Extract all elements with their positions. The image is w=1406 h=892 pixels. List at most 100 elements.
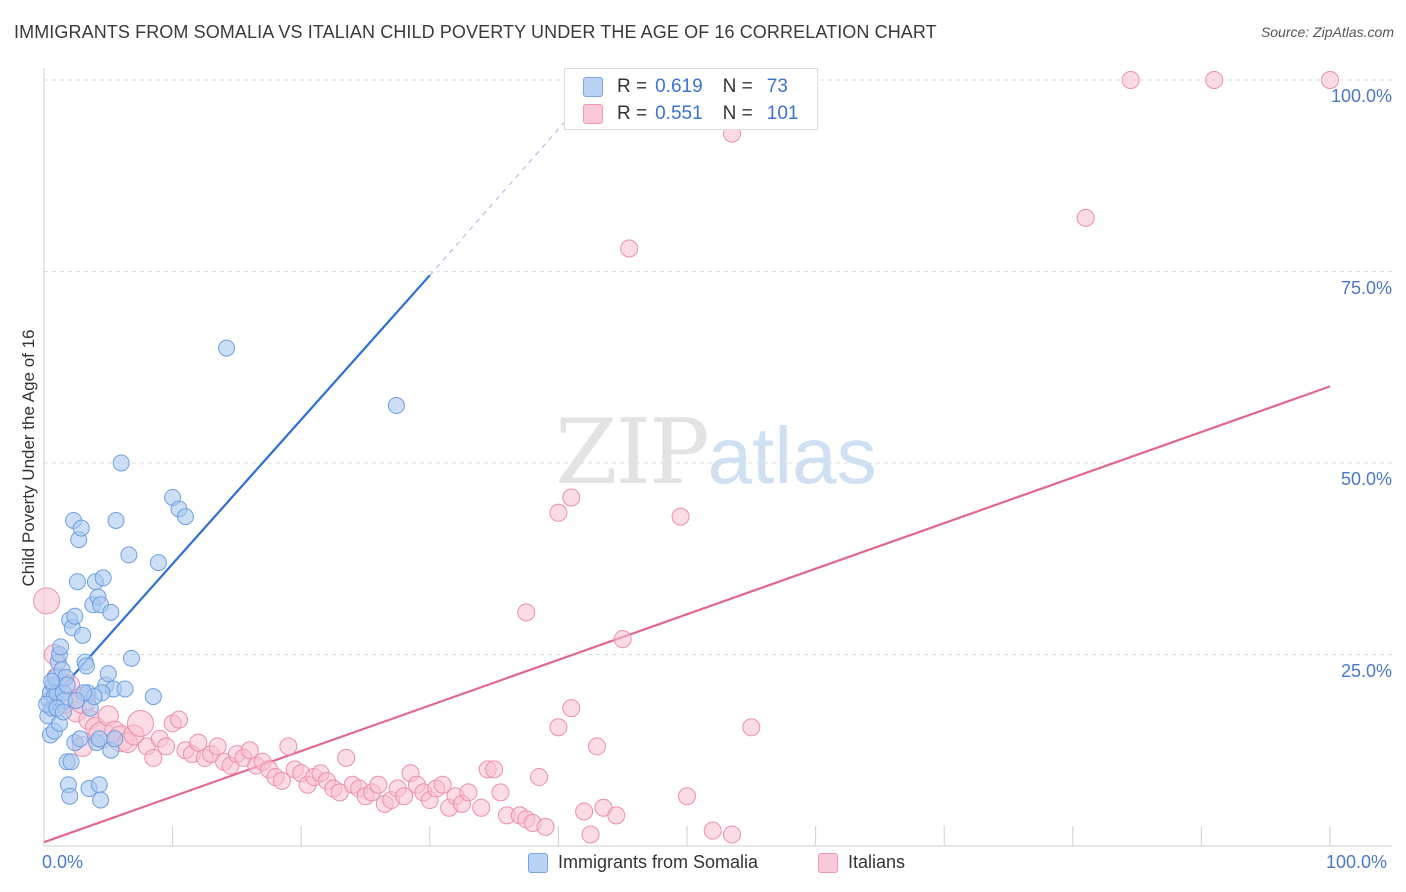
italians-point bbox=[459, 783, 478, 802]
italians-point bbox=[369, 775, 388, 794]
somalia-point bbox=[61, 787, 79, 805]
italians-point bbox=[485, 760, 504, 779]
chart-title: IMMIGRANTS FROM SOMALIA VS ITALIAN CHILD… bbox=[14, 22, 937, 42]
somalia-point bbox=[77, 657, 95, 675]
italians-point bbox=[607, 806, 626, 825]
somalia-swatch bbox=[583, 77, 603, 97]
somalia-point bbox=[58, 676, 76, 694]
italians-swatch bbox=[818, 852, 838, 873]
y-axis-label: Child Poverty Under the Age of 16 bbox=[19, 329, 38, 587]
italians-point bbox=[536, 817, 555, 836]
italians-point bbox=[189, 733, 208, 752]
y-tick-label-50: 50.0% bbox=[1340, 469, 1392, 489]
italians-point bbox=[742, 718, 761, 737]
somalia-trend-extension bbox=[429, 114, 572, 276]
italians-point bbox=[575, 802, 594, 821]
italians-point bbox=[1205, 71, 1224, 89]
italians-points bbox=[33, 71, 1339, 844]
italians-point bbox=[170, 710, 189, 729]
legend-row-somalia: R = 0.619 N = 73 bbox=[583, 74, 788, 100]
italians-point bbox=[549, 718, 568, 737]
italians-point bbox=[562, 699, 581, 718]
italians-point bbox=[157, 737, 176, 756]
somalia-point bbox=[68, 573, 86, 591]
watermark-zip: ZIP bbox=[555, 400, 710, 505]
italians-point bbox=[240, 741, 259, 760]
italians-point bbox=[1076, 208, 1095, 227]
somalia-point bbox=[72, 519, 90, 537]
italians-point bbox=[517, 603, 536, 622]
italians-point bbox=[587, 737, 606, 756]
somalia-point bbox=[71, 730, 89, 748]
somalia-point bbox=[122, 649, 140, 667]
y-tick-label-25: 25.0% bbox=[1340, 660, 1392, 681]
italians-point bbox=[620, 239, 639, 258]
legend-label: Italians bbox=[848, 852, 906, 872]
italians-point bbox=[144, 748, 163, 767]
axes bbox=[43, 68, 1392, 847]
trend-lines bbox=[43, 114, 1331, 844]
y-tick-label-100: 100.0% bbox=[1330, 86, 1392, 106]
italians-point bbox=[562, 488, 581, 507]
italians-point bbox=[337, 748, 356, 767]
somalia-point bbox=[74, 626, 92, 644]
italians-point bbox=[33, 587, 61, 615]
somalia-point bbox=[176, 508, 194, 526]
italians-point bbox=[703, 821, 722, 840]
italians-point bbox=[279, 737, 298, 756]
italians-point bbox=[472, 798, 491, 817]
gridlines bbox=[44, 79, 1392, 655]
italians-point bbox=[530, 768, 549, 787]
y-tick-label-75: 75.0% bbox=[1340, 277, 1392, 298]
r-value: 0.551 bbox=[655, 103, 703, 124]
somalia-point bbox=[107, 511, 125, 529]
n-label: N = bbox=[722, 103, 753, 124]
italians-swatch bbox=[583, 104, 603, 124]
somalia-point bbox=[92, 791, 110, 809]
somalia-point bbox=[218, 339, 236, 357]
somalia-point bbox=[67, 691, 85, 709]
n-value: 101 bbox=[766, 103, 799, 124]
x-tick-label-min: 0.0% bbox=[42, 852, 84, 872]
somalia-point bbox=[99, 665, 117, 683]
legend-row-italians: R = 0.551 N = 101 bbox=[583, 101, 798, 127]
legend-item-italians: Italians bbox=[818, 852, 905, 873]
somalia-trend-line bbox=[43, 274, 431, 709]
somalia-point bbox=[112, 454, 130, 472]
legend-item-somalia: Immigrants from Somalia bbox=[528, 852, 758, 873]
italians-trend-line bbox=[43, 385, 1331, 844]
x-tick-label-max: 100.0% bbox=[1326, 852, 1388, 872]
italians-point bbox=[723, 825, 742, 844]
r-label: R = bbox=[617, 76, 648, 97]
y-axis-label-wrap: Child Poverty Under the Age of 16 bbox=[17, 300, 41, 620]
italians-point bbox=[126, 709, 154, 737]
italians-point bbox=[395, 787, 414, 806]
series-legend: Immigrants from Somalia Italians bbox=[0, 852, 1406, 878]
somalia-point bbox=[144, 688, 162, 706]
italians-point bbox=[491, 783, 510, 802]
somalia-point bbox=[90, 776, 108, 794]
correlation-legend: R = 0.619 N = 73 R = 0.551 N = 101 bbox=[564, 68, 818, 130]
somalia-point bbox=[54, 703, 72, 721]
italians-point bbox=[272, 771, 291, 790]
somalia-swatch bbox=[528, 852, 548, 873]
r-value: 0.619 bbox=[655, 76, 703, 97]
italians-point bbox=[581, 825, 600, 844]
italians-point bbox=[433, 775, 452, 794]
somalia-point bbox=[52, 638, 70, 656]
somalia-point bbox=[66, 607, 84, 625]
somalia-points bbox=[38, 339, 405, 809]
source-credit: Source: ZipAtlas.com bbox=[1260, 24, 1394, 40]
watermark-atlas: atlas bbox=[707, 411, 877, 500]
somalia-point bbox=[94, 569, 112, 587]
somalia-point bbox=[149, 554, 167, 572]
italians-point bbox=[1121, 71, 1140, 89]
italians-point bbox=[208, 737, 227, 756]
watermark: ZIPatlas bbox=[555, 400, 877, 505]
italians-point bbox=[1321, 71, 1339, 89]
italians-point bbox=[549, 503, 568, 522]
somalia-point bbox=[387, 397, 405, 415]
somalia-point bbox=[62, 753, 80, 771]
n-value: 73 bbox=[766, 76, 788, 97]
